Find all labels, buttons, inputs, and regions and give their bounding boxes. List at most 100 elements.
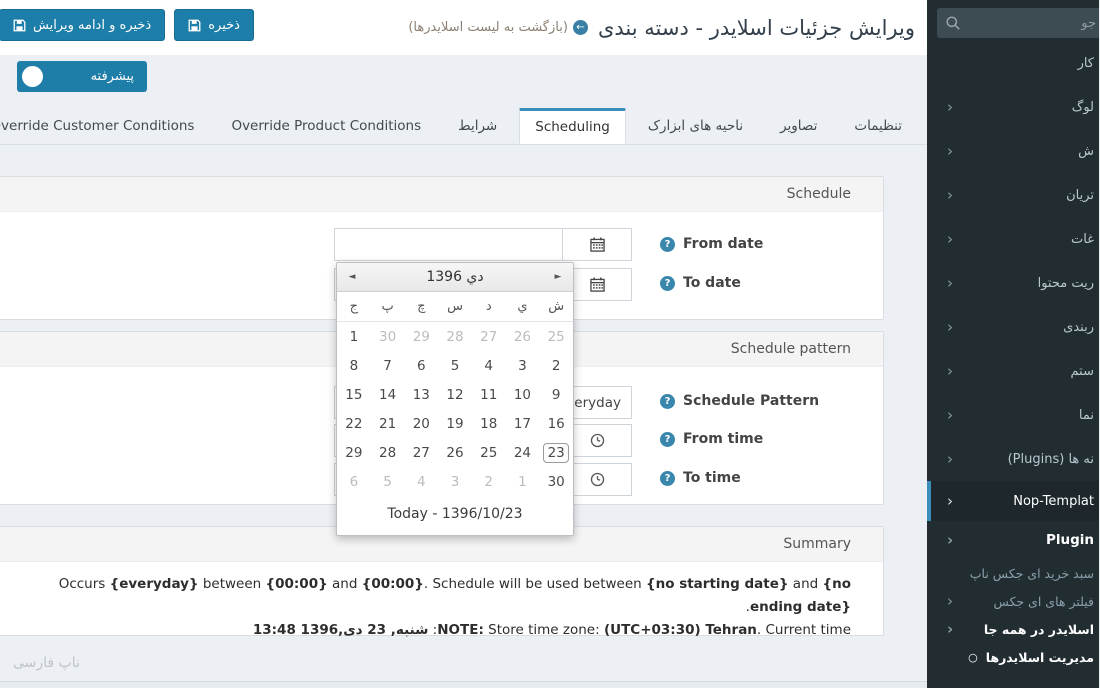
chevron-left-icon: ‹ bbox=[948, 318, 954, 336]
calendar-day[interactable]: 25 bbox=[548, 328, 566, 345]
sidebar-item-plugins[interactable]: نه ها (Plugins) ‹ bbox=[928, 437, 1100, 481]
tab-scheduling[interactable]: Scheduling bbox=[520, 108, 627, 144]
to-time-help-icon[interactable]: ? bbox=[661, 471, 676, 486]
advanced-mode-toggle[interactable]: پیشرفته bbox=[18, 61, 148, 92]
calendar-day[interactable]: 2 bbox=[552, 357, 562, 374]
calendar-day[interactable]: 16 bbox=[548, 415, 566, 432]
calendar-day[interactable]: 4 bbox=[485, 357, 495, 374]
tab-override-product-conditions[interactable]: Override Product Conditions bbox=[232, 118, 423, 134]
tab-override-customer-conditions[interactable]: Override Customer Conditions bbox=[0, 118, 196, 134]
sidebar-item-dashboard[interactable]: کار bbox=[928, 41, 1100, 85]
summary-text-segment: . Schedule will be used between bbox=[424, 576, 647, 592]
calendar-day-today[interactable]: 23 bbox=[540, 438, 574, 467]
calendar-day[interactable]: 26 bbox=[447, 444, 465, 461]
chevron-left-icon: ‹ bbox=[948, 274, 954, 292]
calendar-day[interactable]: 27 bbox=[413, 444, 431, 461]
from-time-help-icon[interactable]: ? bbox=[661, 432, 676, 447]
calendar-day[interactable]: 30 bbox=[379, 328, 398, 345]
prev-month-arrow-icon[interactable]: ◄ bbox=[349, 272, 357, 282]
back-link-label: (بازگشت به لیست اسلایدرها) bbox=[409, 20, 569, 35]
calendar-day[interactable]: 28 bbox=[447, 328, 465, 345]
tab-widget-zones[interactable]: ناحیه های ابزارک bbox=[648, 118, 745, 134]
sidebar-item-manage-sliders[interactable]: مدیریت اسلایدرها ○ bbox=[928, 643, 1100, 671]
weekday-header: ش bbox=[549, 299, 566, 314]
calendar-day[interactable]: 1 bbox=[519, 473, 528, 490]
summary-text-segment: Store time zone: bbox=[484, 622, 605, 638]
from-date-calendar-button[interactable] bbox=[563, 228, 633, 261]
calendar-day[interactable]: 27 bbox=[481, 328, 499, 345]
sidebar-item-catalog[interactable]: لوگ ‹ bbox=[928, 85, 1100, 129]
calendar-icon bbox=[590, 277, 606, 292]
sidebar-item-ajax-cart[interactable]: سبد خرید ای جکس ناپ bbox=[928, 559, 1100, 587]
datepicker-today-button[interactable]: Today - 1396/10/23 bbox=[388, 506, 524, 522]
sidebar-item-help[interactable]: نما ‹ bbox=[928, 393, 1100, 437]
sidebar-item-anywhere-slider[interactable]: اسلایدر در همه جا ‹ bbox=[928, 615, 1100, 643]
calendar-day[interactable]: 17 bbox=[514, 415, 533, 432]
from-date-input[interactable] bbox=[335, 228, 564, 261]
sidebar-item-sales[interactable]: ش ‹ bbox=[928, 129, 1100, 173]
calendar-day[interactable]: 8 bbox=[350, 357, 360, 374]
save-button[interactable]: ذخیره bbox=[175, 9, 255, 41]
sidebar-item-content-management[interactable]: ریت محتوا ‹ bbox=[928, 261, 1100, 305]
advanced-toggle-label: پیشرفته bbox=[91, 69, 135, 84]
tab-conditions[interactable]: شرایط bbox=[459, 118, 499, 134]
sidebar-item-customers[interactable]: تریان ‹ bbox=[928, 173, 1100, 217]
calendar-day[interactable]: 26 bbox=[514, 328, 533, 345]
calendar-day[interactable]: 9 bbox=[552, 386, 562, 403]
to-date-help-icon[interactable]: ? bbox=[661, 276, 676, 291]
calendar-day[interactable]: 19 bbox=[447, 415, 465, 432]
calendar-day[interactable]: 6 bbox=[350, 473, 360, 490]
sidebar-item-configuration[interactable]: ربندی ‹ bbox=[928, 305, 1100, 349]
sidebar: جو کار لوگ ‹ ش ‹ تریان ‹ غات ‹ ریت محتوا ‹ ربندی ‹ ست… bbox=[928, 0, 1100, 688]
calendar-day[interactable]: 12 bbox=[447, 386, 465, 403]
calendar-day[interactable]: 11 bbox=[481, 386, 499, 403]
back-to-list-link[interactable]: ← (بازگشت به لیست اسلایدرها) bbox=[409, 20, 589, 35]
calendar-day[interactable]: 10 bbox=[514, 386, 533, 403]
calendar-day[interactable]: 14 bbox=[379, 386, 398, 403]
calendar-day[interactable]: 7 bbox=[384, 357, 393, 374]
calendar-day[interactable]: 24 bbox=[514, 444, 533, 461]
sidebar-item-promotions[interactable]: غات ‹ bbox=[928, 217, 1100, 261]
sidebar-item-ajax-filters[interactable]: فیلتر های ای جکس ‹ bbox=[928, 587, 1100, 615]
calendar-day[interactable]: 30 bbox=[548, 473, 566, 490]
calendar-day[interactable]: 4 bbox=[418, 473, 427, 490]
calendar-day[interactable]: 22 bbox=[346, 415, 364, 432]
calendar-day[interactable]: 15 bbox=[346, 386, 364, 403]
calendar-day[interactable]: 28 bbox=[379, 444, 398, 461]
sidebar-item-label: ستم bbox=[1071, 363, 1095, 379]
calendar-day[interactable]: 18 bbox=[481, 415, 499, 432]
sidebar-search-box[interactable]: جو bbox=[938, 8, 1100, 38]
from-date-help-icon[interactable]: ? bbox=[661, 237, 676, 252]
calendar-day[interactable]: 21 bbox=[379, 415, 398, 432]
schedule-pattern-help-icon[interactable]: ? bbox=[661, 394, 676, 409]
chevron-left-icon: ‹ bbox=[948, 492, 954, 510]
sidebar-item-label: نه ها (Plugins) bbox=[1008, 451, 1095, 467]
calendar-day[interactable]: 29 bbox=[413, 328, 431, 345]
tab-images[interactable]: تصاویر bbox=[781, 118, 819, 134]
weekday-header: ي bbox=[518, 299, 529, 314]
calendar-day[interactable]: 2 bbox=[485, 473, 495, 490]
next-month-arrow-icon[interactable]: ► bbox=[555, 272, 563, 282]
sidebar-item-label: تریان bbox=[1067, 187, 1095, 203]
calendar-day[interactable]: 5 bbox=[384, 473, 393, 490]
weekday-header: چ bbox=[418, 299, 427, 314]
tab-settings[interactable]: تنظیمات bbox=[855, 118, 903, 134]
calendar-day[interactable]: 1 bbox=[350, 328, 360, 345]
calendar-day[interactable]: 13 bbox=[413, 386, 431, 403]
calendar-day[interactable]: 29 bbox=[346, 444, 364, 461]
calendar-day[interactable]: 20 bbox=[413, 415, 431, 432]
schedule-panel-title: Schedule bbox=[0, 177, 884, 212]
calendar-day[interactable]: 6 bbox=[418, 357, 427, 374]
calendar-day[interactable]: 5 bbox=[451, 357, 461, 374]
sidebar-item-system[interactable]: ستم ‹ bbox=[928, 349, 1100, 393]
sidebar-item-nop-templates[interactable]: Nop-Templat ‹ bbox=[928, 481, 1100, 521]
calendar-day[interactable]: 3 bbox=[451, 473, 461, 490]
summary-line-1: Occurs {everyday} between {00:00} and {0… bbox=[3, 573, 852, 619]
datepicker-month-title[interactable]: دي 1396 bbox=[427, 269, 485, 285]
save-continue-button[interactable]: ذخیره و ادامه ویرایش bbox=[0, 9, 167, 41]
sidebar-item-nop-templates-plugins[interactable]: Plugin ‹ bbox=[928, 521, 1100, 559]
calendar-day[interactable]: 25 bbox=[481, 444, 499, 461]
sidebar-item-label: غات bbox=[1072, 231, 1095, 247]
calendar-day[interactable]: 3 bbox=[519, 357, 528, 374]
sidebar-item-label: سبد خرید ای جکس ناپ bbox=[970, 565, 1095, 581]
